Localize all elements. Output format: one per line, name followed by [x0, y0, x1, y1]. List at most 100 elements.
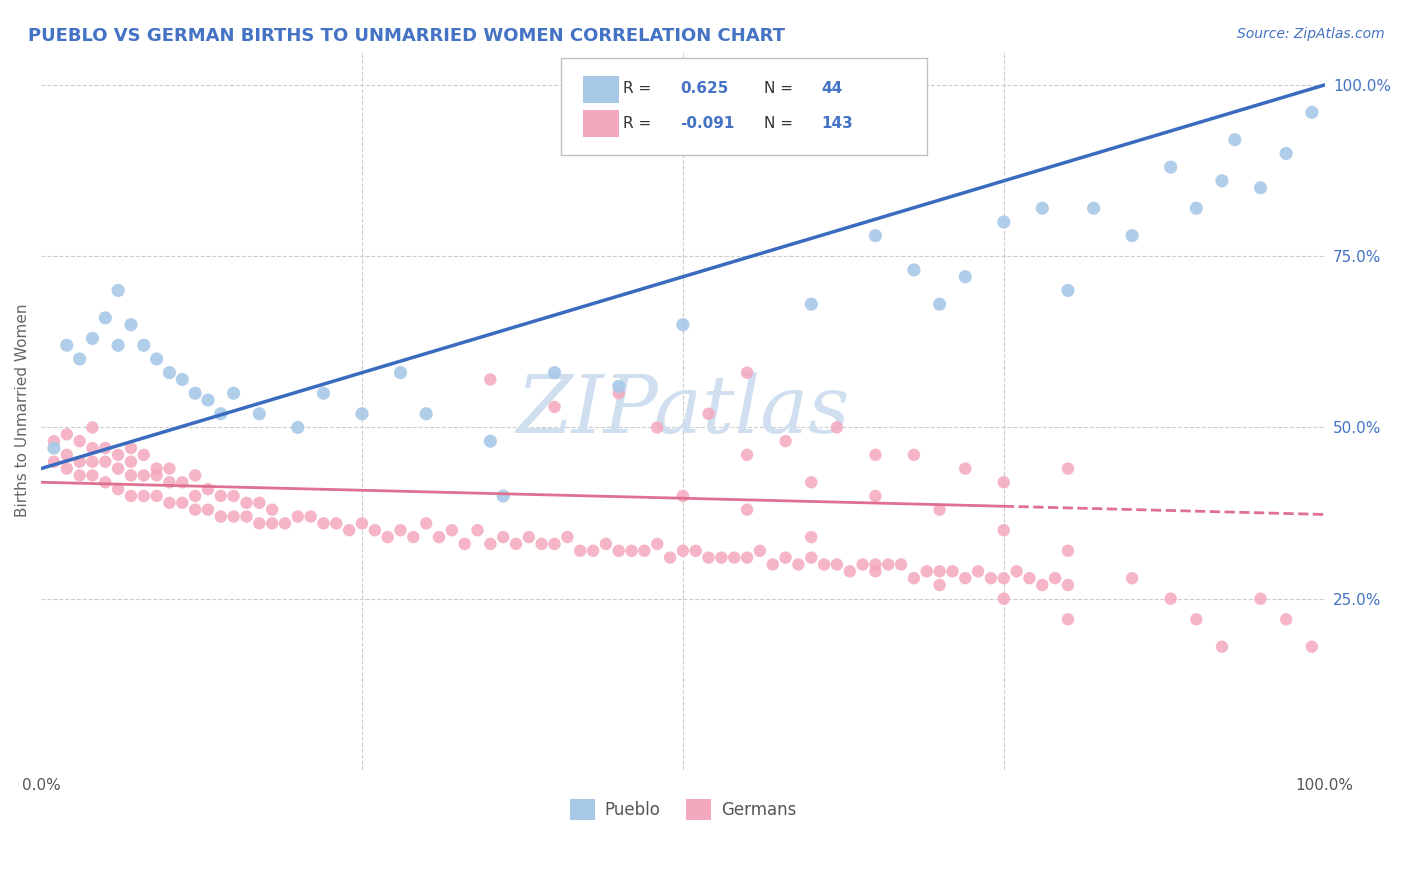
Point [1223, 133, 1246, 147]
Point [440, 523, 463, 537]
Point [287, 509, 309, 524]
FancyBboxPatch shape [582, 76, 619, 103]
Point [852, 558, 875, 572]
Point [350, 407, 373, 421]
Point [543, 366, 565, 380]
Point [1301, 640, 1323, 654]
Point [492, 530, 515, 544]
Point [262, 516, 284, 531]
Point [120, 489, 142, 503]
Point [1211, 174, 1233, 188]
Point [710, 550, 733, 565]
Point [55, 448, 77, 462]
Point [659, 550, 682, 565]
Point [235, 496, 257, 510]
Point [479, 537, 502, 551]
Point [735, 366, 758, 380]
Point [723, 550, 745, 565]
Point [748, 543, 770, 558]
Point [955, 461, 977, 475]
Point [172, 475, 194, 490]
Point [42, 434, 65, 449]
Point [107, 461, 129, 475]
Point [145, 461, 167, 475]
Point [107, 448, 129, 462]
Point [517, 530, 540, 544]
Point [825, 558, 848, 572]
Point [145, 468, 167, 483]
Point [928, 565, 950, 579]
Point [993, 215, 1015, 229]
Point [235, 509, 257, 524]
Point [813, 558, 835, 572]
Point [402, 530, 425, 544]
Point [159, 461, 181, 475]
Point [645, 420, 668, 434]
Point [69, 351, 91, 366]
Point [312, 386, 335, 401]
Point [69, 468, 91, 483]
Point [262, 502, 284, 516]
Point [877, 558, 900, 572]
Point [838, 565, 860, 579]
Point [209, 407, 232, 421]
Point [762, 558, 785, 572]
Point [1250, 180, 1272, 194]
Point [928, 297, 950, 311]
Point [543, 537, 565, 551]
Point [82, 420, 104, 434]
Point [865, 565, 887, 579]
Point [209, 489, 232, 503]
Point [467, 523, 489, 537]
Point [1185, 612, 1208, 626]
Point [159, 496, 181, 510]
Point [865, 228, 887, 243]
Point [955, 269, 977, 284]
Point [145, 351, 167, 366]
Point [620, 543, 643, 558]
Point [492, 489, 515, 503]
Point [915, 565, 938, 579]
Point [967, 565, 990, 579]
Point [184, 489, 207, 503]
Point [312, 516, 335, 531]
Point [800, 530, 823, 544]
Point [132, 338, 155, 352]
Point [172, 372, 194, 386]
Point [607, 543, 630, 558]
Point [69, 455, 91, 469]
Point [120, 455, 142, 469]
Text: Source: ZipAtlas.com: Source: ZipAtlas.com [1237, 27, 1385, 41]
Point [775, 550, 797, 565]
Text: N =: N = [763, 116, 793, 131]
Point [1031, 578, 1053, 592]
Point [787, 558, 810, 572]
Point [415, 516, 437, 531]
Text: N =: N = [763, 81, 793, 96]
Point [94, 475, 117, 490]
Point [107, 338, 129, 352]
Point [980, 571, 1002, 585]
Point [299, 509, 322, 524]
Point [735, 550, 758, 565]
Point [55, 427, 77, 442]
Text: R =: R = [623, 116, 651, 131]
FancyBboxPatch shape [582, 110, 619, 137]
Point [865, 558, 887, 572]
Point [825, 420, 848, 434]
Point [505, 537, 527, 551]
Point [1031, 201, 1053, 215]
Point [557, 530, 579, 544]
Point [94, 310, 117, 325]
Point [120, 441, 142, 455]
Point [184, 468, 207, 483]
Point [735, 502, 758, 516]
Text: 44: 44 [821, 81, 842, 96]
Point [247, 407, 270, 421]
Point [1057, 612, 1080, 626]
Point [993, 523, 1015, 537]
Point [582, 543, 605, 558]
Point [697, 550, 720, 565]
Point [1043, 571, 1066, 585]
Text: R =: R = [623, 81, 651, 96]
